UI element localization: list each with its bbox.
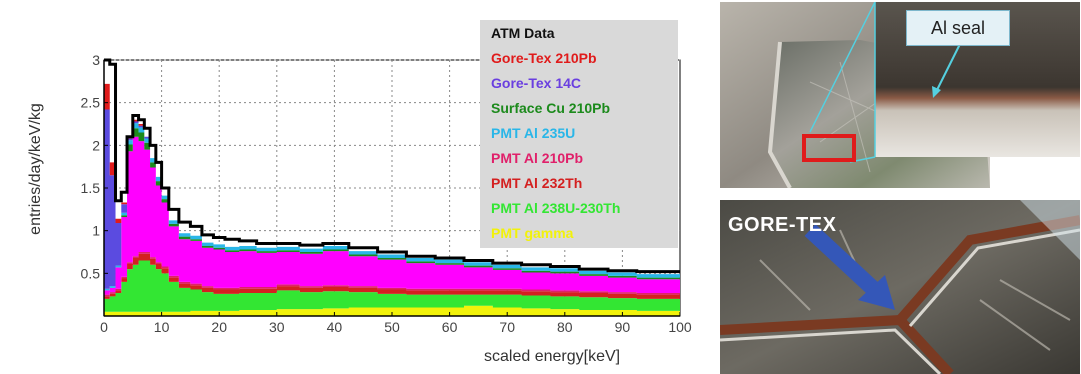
y-tick-label: 2.5 [81,95,101,111]
chart-legend: ATM Data Gore-Tex 210Pb Gore-Tex 14C Sur… [480,20,678,248]
x-tick-label: 80 [557,319,573,335]
legend-entry-pmt-gamma: PMT gamma [491,225,574,241]
al-seal-photo [720,2,1080,188]
x-axis-label: scaled energy[keV] [484,348,621,365]
arrow-icon [804,224,886,301]
x-tick-label: 100 [668,319,692,335]
series-area-pmt-al-235u [104,123,680,291]
highlight-box [802,134,856,162]
arrow-icon [934,43,961,95]
y-tick-label: 1.5 [81,180,101,196]
x-tick-label: 50 [384,319,400,335]
x-tick-label: 40 [327,319,343,335]
series-area-pmt-al-238u-230th [104,260,680,312]
x-tick-label: 0 [100,319,108,335]
x-tick-label: 90 [615,319,631,335]
gore-tex-label: GORE-TEX [728,214,837,236]
x-tick-label: 60 [442,319,458,335]
y-axis-label: entries/day/keV/kg [27,103,44,235]
legend-entry-surface-cu-210pb: Surface Cu 210Pb [491,100,611,116]
gore-tex-photo [720,200,1080,374]
y-tick-label: 0.5 [81,265,101,281]
legend-entry-pmt-al-238u-230th: PMT Al 238U-230Th [491,200,621,216]
atm-data-line [104,58,680,274]
legend-entry-pmt-al-232th: PMT Al 232Th [491,175,583,191]
x-tick-label: 70 [499,319,515,335]
legend-entry-pmt-al-235u: PMT Al 235U [491,125,576,141]
x-tick-label: 20 [211,319,227,335]
y-tick-label: 2 [92,137,100,153]
legend-entry-gore-tex-210pb: Gore-Tex 210Pb [491,50,597,66]
legend-entry-atm-data: ATM Data [491,25,555,41]
series-area-surface-cu-210pb [104,128,680,291]
series-area-pmt-al-232th [104,253,680,299]
series-area-gore-tex-210pb [104,136,680,295]
y-tick-label: 3 [92,52,100,68]
al-seal-label: Al seal [906,10,1010,46]
x-tick-label: 30 [269,319,285,335]
legend-entry-pmt-al-210pb: PMT Al 210Pb [491,150,584,166]
y-tick-label: 1 [92,223,100,239]
x-tick-label: 10 [154,319,170,335]
legend-entry-gore-tex-14c: Gore-Tex 14C [491,75,581,91]
